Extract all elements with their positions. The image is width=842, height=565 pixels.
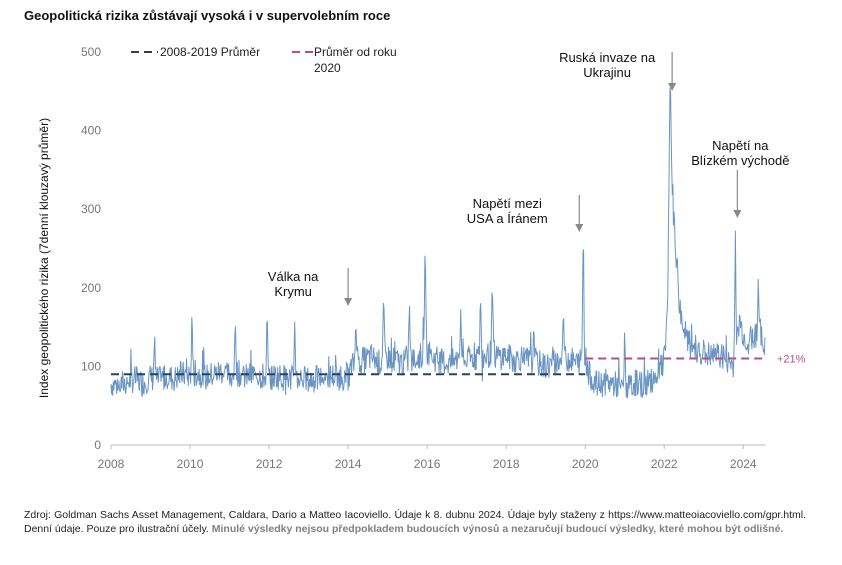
x-tick-label: 2010 xyxy=(177,457,204,471)
annotation-label: Ukrajinu xyxy=(583,65,631,80)
x-tick-label: 2018 xyxy=(493,457,520,471)
legend-label-avg-since-2020-line1: Průměr od roku xyxy=(314,45,397,59)
legend-label-avg-2008-2019: 2008-2019 Průměr xyxy=(160,45,260,59)
x-tick-label: 2022 xyxy=(651,457,678,471)
annotation-label: Napětí mezi xyxy=(473,196,542,211)
disclaimer-text: Minulé výsledky nejsou předpokladem budo… xyxy=(211,523,784,535)
y-tick-label: 300 xyxy=(81,202,101,216)
annotation-label: Krymu xyxy=(274,284,312,299)
chart-title: Geopolitická rizika zůstávají vysoká i v… xyxy=(24,8,391,23)
source-note: Zdroj: Goldman Sachs Asset Management, C… xyxy=(24,508,806,536)
x-tick-label: 2012 xyxy=(256,457,283,471)
y-axis: 0 100 200 300 400 500 xyxy=(81,45,101,452)
annotation-label: Blízkém východě xyxy=(691,153,789,168)
annotation-label: Válka na xyxy=(268,269,319,284)
annotation-arrow-head xyxy=(344,298,353,306)
y-tick-label: 100 xyxy=(81,359,101,373)
x-tick-label: 2024 xyxy=(730,457,757,471)
gpr-series-line xyxy=(110,87,766,399)
annotation-arrow-head xyxy=(733,210,742,218)
y-tick-label: 200 xyxy=(81,281,101,295)
x-tick-label: 2014 xyxy=(335,457,362,471)
y-axis-title: Index geopolitického rizika (7denní klou… xyxy=(37,118,51,398)
y-tick-label: 500 xyxy=(81,45,101,59)
x-tick-label: 2016 xyxy=(414,457,441,471)
annotation-label: Napětí na xyxy=(712,138,769,153)
y-tick-label: 400 xyxy=(81,124,101,138)
legend: 2008-2019 Průměr Průměr od roku 2020 xyxy=(131,45,397,75)
annotation-label: USA a Íránem xyxy=(467,211,548,226)
y-tick-label: 0 xyxy=(94,438,101,452)
x-axis: 2008 2010 2012 2014 2016 2018 2020 2022 2024 xyxy=(98,444,765,471)
legend-label-avg-since-2020-line2: 2020 xyxy=(314,61,341,75)
annotation-arrow-head xyxy=(575,224,584,232)
annotation-label: Ruská invaze na xyxy=(559,50,656,65)
x-tick-label: 2020 xyxy=(572,457,599,471)
source-text: Zdroj: Goldman Sachs Asset Management, C… xyxy=(24,509,806,535)
pct-change-label: +21% xyxy=(777,354,806,366)
x-tick-label: 2008 xyxy=(98,457,125,471)
chart-svg: 0 100 200 300 400 500 2008 2010 2012 2014 2016 201… xyxy=(37,45,806,471)
annotation-arrow-head xyxy=(668,83,677,91)
